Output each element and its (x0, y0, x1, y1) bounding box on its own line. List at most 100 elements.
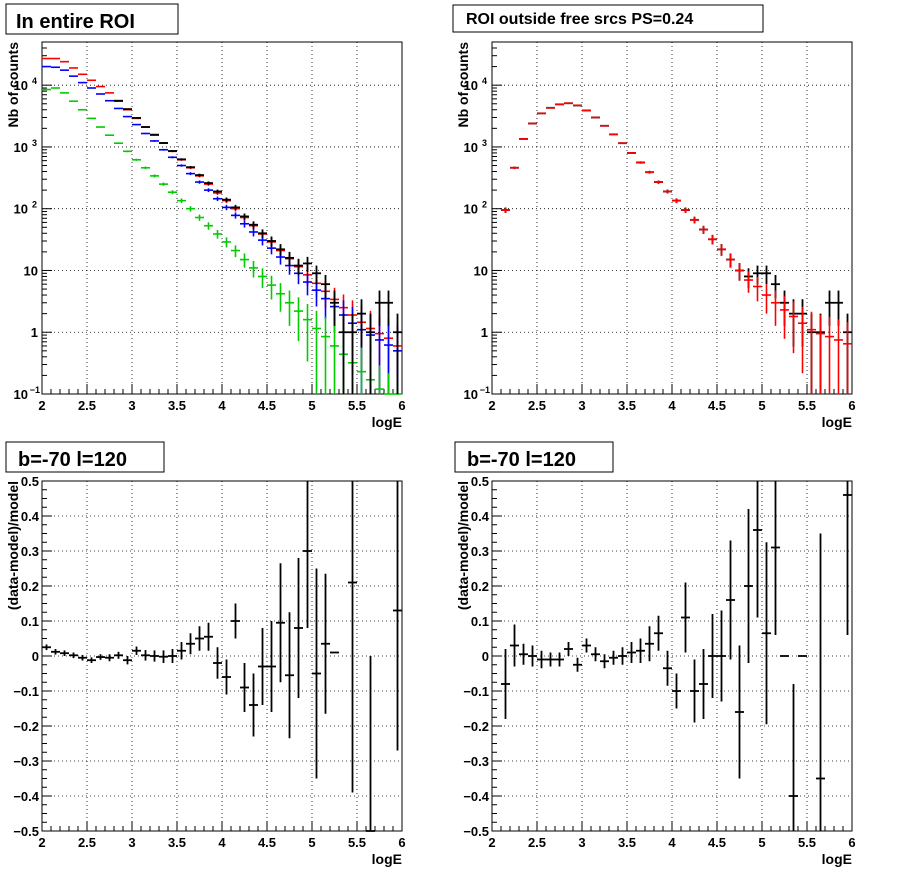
data-point (321, 316, 330, 394)
data-point (771, 290, 780, 326)
data-point (690, 659, 699, 723)
data-point (384, 373, 393, 395)
data-point (663, 650, 672, 686)
data-point (105, 99, 114, 102)
data-point (195, 173, 204, 177)
x-tick-label: 2.5 (78, 835, 96, 850)
data-point (267, 236, 276, 247)
data-point (132, 646, 141, 655)
data-point (186, 165, 195, 169)
data-point (96, 126, 105, 128)
data-point (78, 108, 87, 111)
y-tick-label: 10 (464, 387, 478, 402)
data-point (159, 142, 168, 144)
y-tick-label: 10 (474, 263, 488, 278)
chart-title: b=-70 l=120 (467, 449, 576, 471)
data-point (312, 265, 321, 285)
data-point (321, 274, 330, 299)
y-tick-exponent: −1 (30, 385, 40, 395)
y-tick-exponent: 2 (482, 200, 487, 210)
x-tick-label: 3.5 (618, 835, 636, 850)
data-point (78, 81, 87, 84)
data-point (600, 124, 609, 127)
data-point (150, 133, 159, 136)
data-point (42, 88, 51, 91)
data-point (141, 126, 150, 128)
y-tick-label: −0.3 (463, 754, 489, 769)
y-tick-label: 0.1 (471, 614, 489, 629)
x-tick-label: 5.5 (348, 398, 366, 413)
data-point (69, 652, 78, 659)
data-point (546, 107, 555, 109)
x-tick-label: 2 (488, 835, 495, 850)
x-tick-label: 4.5 (708, 835, 726, 850)
data-point (618, 142, 627, 144)
data-point (843, 481, 852, 635)
y-tick-label: 0.5 (471, 474, 489, 489)
data-point (528, 645, 537, 667)
y-tick-label: −0.2 (463, 719, 489, 734)
data-point (645, 626, 654, 662)
data-point (132, 123, 141, 126)
y-tick-label: −0.3 (13, 754, 39, 769)
data-point (159, 650, 168, 663)
series-1 (501, 481, 852, 831)
data-point (726, 540, 735, 660)
data-point (258, 628, 267, 705)
x-axis-label: logE (822, 851, 852, 867)
data-point (708, 614, 717, 698)
data-point (123, 115, 132, 118)
data-point (303, 273, 312, 296)
x-axis-label: logE (372, 851, 402, 867)
data-point (204, 222, 213, 230)
data-point (186, 206, 195, 212)
data-point (672, 198, 681, 204)
panel-3: 2 2.5 3 3.5 4 4.5 5 5.5 6 −0.5 −0.4 −0.3 −0.2 −0.1 0 0.… (5, 441, 406, 867)
data-point (60, 650, 69, 656)
data-point (393, 313, 402, 394)
data-point (771, 481, 780, 635)
y-tick-exponent: 2 (32, 200, 37, 210)
y-tick-exponent: 4 (482, 76, 487, 86)
data-point (699, 649, 708, 719)
data-point (285, 251, 294, 266)
data-point (546, 652, 555, 667)
y-tick-exponent: 3 (482, 138, 487, 148)
data-point (204, 188, 213, 193)
data-point (627, 151, 636, 154)
x-tick-label: 4 (668, 398, 676, 413)
x-tick-label: 2 (38, 835, 45, 850)
data-point (843, 322, 852, 394)
data-point (834, 319, 843, 394)
y-tick-label: −0.1 (463, 684, 489, 699)
data-point (816, 314, 825, 394)
data-point (276, 283, 285, 312)
data-point (231, 204, 240, 211)
data-point (312, 280, 321, 307)
data-point (672, 673, 681, 709)
data-point (249, 673, 258, 737)
data-point (375, 290, 384, 326)
data-point (231, 245, 240, 258)
data-point (798, 306, 807, 374)
data-point (717, 610, 726, 702)
data-point (807, 311, 816, 394)
data-point (384, 290, 393, 326)
data-point (177, 158, 186, 161)
y-tick-label: 10 (464, 78, 478, 93)
data-point (303, 481, 312, 628)
x-tick-label: 2 (488, 398, 495, 413)
x-tick-label: 3 (578, 398, 585, 413)
data-point (168, 649, 177, 663)
x-tick-label: 5.5 (348, 835, 366, 850)
x-tick-label: 3.5 (618, 398, 636, 413)
x-axis-label: logE (372, 414, 402, 430)
data-point (105, 654, 114, 662)
data-point (654, 180, 663, 184)
data-point (240, 663, 249, 712)
data-point (222, 237, 231, 248)
data-point (96, 93, 105, 95)
data-point (177, 164, 186, 167)
x-tick-label: 3.5 (168, 835, 186, 850)
data-point (78, 654, 87, 661)
